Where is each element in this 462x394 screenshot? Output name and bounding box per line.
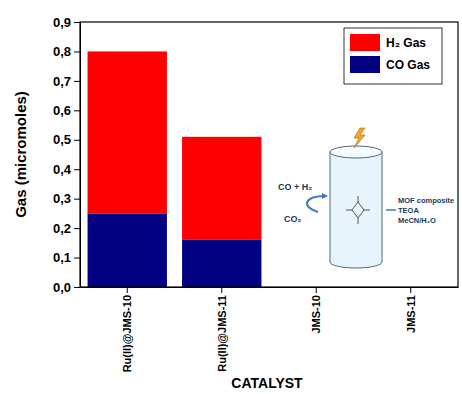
x-tick: Ru(II)@JMS-11 xyxy=(216,287,228,372)
x-tick: JMS-10 xyxy=(310,287,322,334)
annotation: CO + H₂ xyxy=(278,182,312,192)
y-tick: 0,3 xyxy=(53,191,80,206)
x-tick-mark xyxy=(127,287,128,293)
plot-frame xyxy=(80,22,458,287)
pointer-line xyxy=(386,209,396,211)
x-axis-title: CATALYST xyxy=(231,375,303,391)
bars xyxy=(88,51,262,287)
legend-swatch xyxy=(350,34,380,51)
y-tick-mark xyxy=(74,110,80,111)
y-tick-label: 0,5 xyxy=(53,132,71,147)
x-axis: Ru(II)@JMS-10 Ru(II)@JMS-11 JMS-10 JMS-11 xyxy=(81,287,459,372)
legend-label: H₂ Gas xyxy=(386,36,426,50)
legend-swatch xyxy=(350,56,380,73)
reactor-top xyxy=(330,146,382,158)
y-tick: 0,8 xyxy=(53,44,80,59)
x-tick-mark xyxy=(316,287,317,293)
x-tick-mark xyxy=(221,287,222,293)
y-tick-label: 0,8 xyxy=(53,44,71,59)
y-tick: 0,6 xyxy=(53,103,80,118)
y-tick-label: 0,3 xyxy=(53,191,71,206)
annotation: TEOA xyxy=(398,206,419,215)
y-tick-label: 0,1 xyxy=(53,250,71,265)
y-axis: 0,0 0,1 0,2 0,3 0,4 0,5 0,6 0,7 0,8 0,9 xyxy=(53,15,81,295)
reactor-body xyxy=(330,152,382,268)
y-tick: 0,2 xyxy=(53,221,80,236)
mof-structure xyxy=(346,196,370,224)
y-tick: 0,4 xyxy=(53,162,80,177)
x-tick-label: Ru(II)@JMS-11 xyxy=(216,295,228,372)
x-tick: JMS-11 xyxy=(405,287,417,333)
x-tick: Ru(II)@JMS-10 xyxy=(121,287,133,372)
x-tick-label: JMS-10 xyxy=(310,295,322,334)
y-tick: 0,1 xyxy=(53,250,80,265)
y-tick: 0,9 xyxy=(53,15,80,30)
y-tick-label: 0,0 xyxy=(53,280,71,295)
x-tick-label: Ru(II)@JMS-10 xyxy=(121,295,133,372)
legend-label: CO Gas xyxy=(386,58,430,72)
x-tick-mark xyxy=(410,287,411,293)
y-tick-label: 0,2 xyxy=(53,221,71,236)
annotation: MOF composite xyxy=(398,196,454,205)
light-icon xyxy=(354,128,365,148)
y-tick-mark xyxy=(74,199,80,200)
plot: 0,0 0,1 0,2 0,3 0,4 0,5 0,6 0,7 0,8 0,9 Ru(II)@JMS… xyxy=(53,15,459,373)
y-tick-mark xyxy=(74,169,80,170)
legend-box xyxy=(344,28,442,84)
cycle-arrow-head xyxy=(322,193,328,199)
y-tick: 0,7 xyxy=(53,74,80,89)
inset-schematic: CO + H₂ CO₂ MOF compositeTEOAMeCN/H₂O xyxy=(278,128,454,268)
y-tick-mark xyxy=(74,287,80,288)
y-tick-mark xyxy=(74,228,80,229)
bar-segment xyxy=(182,137,261,240)
y-tick-label: 0,4 xyxy=(53,162,72,177)
y-tick: 0,5 xyxy=(53,132,80,147)
bar-segment xyxy=(88,51,167,213)
y-tick-label: 0,9 xyxy=(53,15,71,30)
y-tick-label: 0,7 xyxy=(53,74,71,89)
annotation: CO₂ xyxy=(284,214,302,224)
x-tick-label: JMS-11 xyxy=(405,295,417,333)
chart: 0,0 0,1 0,2 0,3 0,4 0,5 0,6 0,7 0,8 0,9 Ru(II)@JMS… xyxy=(0,0,462,394)
y-tick-mark xyxy=(74,258,80,259)
legend: H₂ Gas CO Gas xyxy=(344,28,442,84)
y-tick: 0,0 xyxy=(53,280,80,295)
y-tick-mark xyxy=(74,51,80,52)
y-tick-mark xyxy=(74,22,80,23)
bar-segment xyxy=(88,213,167,287)
annotation: MeCN/H₂O xyxy=(398,216,436,225)
y-tick-label: 0,6 xyxy=(53,103,71,118)
y-tick-mark xyxy=(74,140,80,141)
y-axis-title: Gas (micromoles) xyxy=(12,91,29,218)
y-axis-line xyxy=(80,23,81,288)
y-tick-mark xyxy=(74,81,80,82)
x-axis-line xyxy=(81,287,459,288)
bar-segment xyxy=(182,240,261,287)
